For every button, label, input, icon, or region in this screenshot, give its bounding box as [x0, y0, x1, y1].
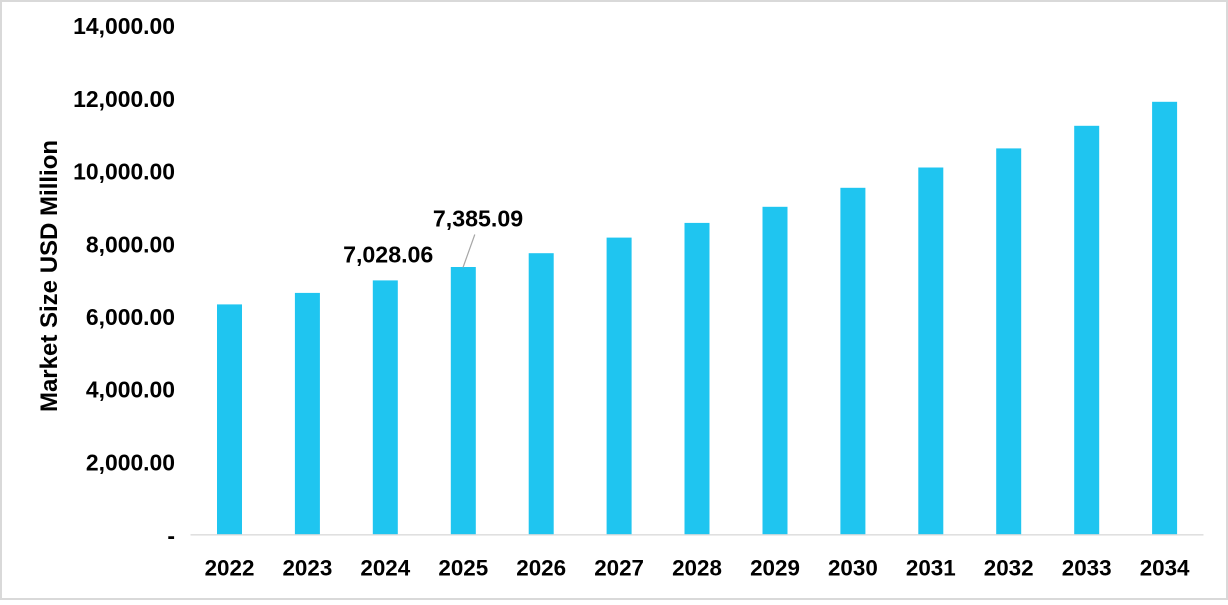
svg-text:2032: 2032	[984, 556, 1034, 581]
svg-text:2,000.00: 2,000.00	[86, 449, 175, 475]
svg-text:7,385.09: 7,385.09	[433, 206, 523, 232]
svg-text:2027: 2027	[594, 556, 644, 581]
svg-text:6,000.00: 6,000.00	[86, 304, 175, 330]
svg-text:Market Size USD Million: Market Size USD Million	[36, 140, 63, 412]
svg-text:2029: 2029	[750, 556, 800, 581]
svg-text:14,000.00: 14,000.00	[73, 13, 175, 39]
svg-text:12,000.00: 12,000.00	[73, 86, 175, 112]
svg-text:2025: 2025	[438, 556, 488, 581]
svg-text:2031: 2031	[906, 556, 956, 581]
svg-text:4,000.00: 4,000.00	[86, 377, 175, 403]
svg-text:2028: 2028	[672, 556, 722, 581]
svg-text:8,000.00: 8,000.00	[86, 231, 175, 257]
svg-text:2030: 2030	[828, 556, 878, 581]
svg-text:2026: 2026	[516, 556, 566, 581]
svg-text:2022: 2022	[205, 556, 255, 581]
svg-text:2033: 2033	[1062, 556, 1112, 581]
svg-text:7,028.06: 7,028.06	[343, 242, 433, 268]
svg-text:2023: 2023	[282, 556, 332, 581]
svg-text:10,000.00: 10,000.00	[73, 159, 175, 185]
svg-text:2024: 2024	[360, 556, 410, 581]
svg-text:2034: 2034	[1140, 556, 1190, 581]
svg-text:-: -	[167, 523, 175, 549]
